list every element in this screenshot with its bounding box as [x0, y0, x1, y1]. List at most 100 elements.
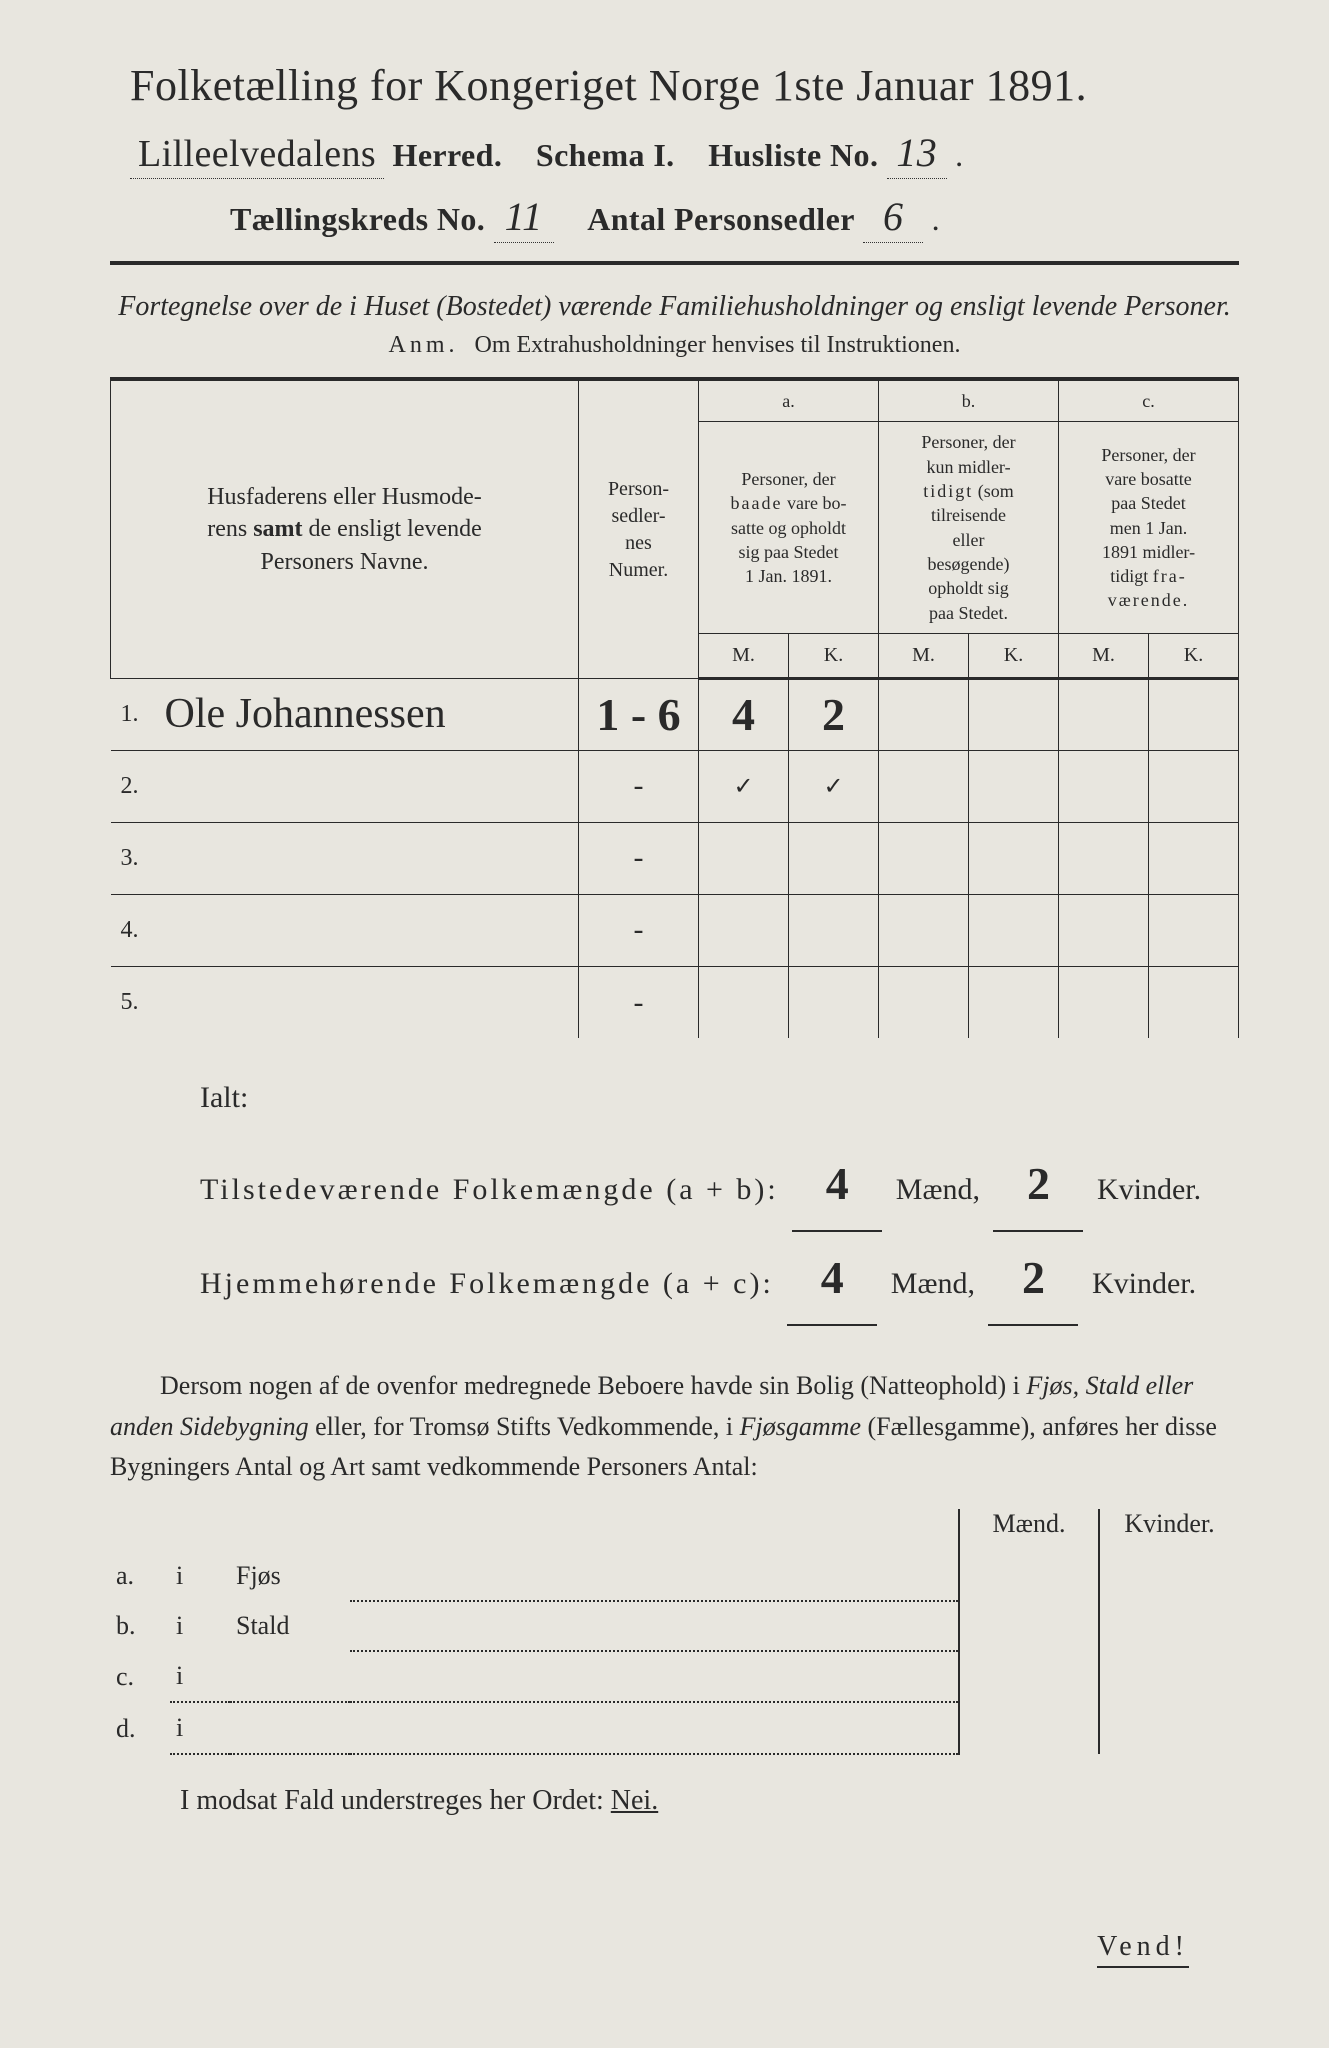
row-num: 5. — [111, 966, 151, 1038]
personsedler-value: 6 — [863, 193, 923, 243]
side-maend-header: Mænd. — [959, 1509, 1099, 1551]
side-row: d. i — [110, 1702, 1239, 1754]
row-b-k — [969, 750, 1059, 822]
header-line-2: Tællingskreds No. 11 Antal Personsedler … — [110, 193, 1239, 243]
col-b-m: M. — [879, 633, 969, 678]
col-name-header: Husfaderens eller Husmode-rens samt de e… — [111, 379, 579, 678]
row-name — [151, 894, 579, 966]
row-num: 4. — [111, 894, 151, 966]
table-row: 4. - — [111, 894, 1239, 966]
row-c-k — [1149, 966, 1239, 1038]
kvinder-label: Kvinder. — [1092, 1267, 1196, 1300]
totals-block: Ialt: Tilstedeværende Folkemængde (a + b… — [200, 1068, 1239, 1326]
side-row-dots — [350, 1551, 959, 1601]
row-num: 2. — [111, 750, 151, 822]
herred-label: Herred. — [393, 137, 503, 173]
anm-text: Om Extrahusholdninger henvises til Instr… — [475, 332, 961, 358]
side-row-dots — [350, 1601, 959, 1651]
side-row-kind: Stald — [230, 1601, 350, 1651]
anm-line: Anm. Om Extrahusholdninger henvises til … — [110, 332, 1239, 359]
row-name — [151, 822, 579, 894]
row-a-k: ✓ — [789, 750, 879, 822]
side-row-kind: Fjøs — [230, 1551, 350, 1601]
row-b-k — [969, 966, 1059, 1038]
totals-l1-k: 2 — [993, 1138, 1083, 1232]
row-b-m — [879, 750, 969, 822]
row-a-m: 4 — [699, 678, 789, 750]
row-b-k — [969, 822, 1059, 894]
row-b-k — [969, 678, 1059, 750]
row-c-k — [1149, 894, 1239, 966]
nei-pre: I modsat Fald understreges her Ordet: — [180, 1785, 611, 1816]
divider — [110, 261, 1239, 265]
side-row-kind — [230, 1702, 350, 1754]
row-psnum: 1 - 6 — [579, 678, 699, 750]
row-psnum: - — [579, 822, 699, 894]
totals-l1-m: 4 — [792, 1138, 882, 1232]
side-row-m — [959, 1551, 1099, 1601]
side-row-k — [1099, 1551, 1239, 1601]
col-num-header: Person-sedler-nesNumer. — [579, 379, 699, 678]
row-c-k — [1149, 822, 1239, 894]
table-row: 2. - ✓ ✓ — [111, 750, 1239, 822]
row-b-m — [879, 894, 969, 966]
table-row: 3. - — [111, 822, 1239, 894]
row-b-k — [969, 894, 1059, 966]
maend-label: Mænd, — [891, 1267, 975, 1300]
table-body: 1. Ole Johannessen 1 - 6 4 2 2. - ✓ ✓ — [111, 678, 1239, 1038]
row-a-k — [789, 822, 879, 894]
page-title: Folketælling for Kongeriget Norge 1ste J… — [110, 60, 1239, 111]
side-row-k — [1099, 1651, 1239, 1702]
row-psnum: - — [579, 894, 699, 966]
col-b-k: K. — [969, 633, 1059, 678]
col-c-text: Personer, dervare bosattepaa Stedetmen 1… — [1059, 422, 1239, 633]
table-row: 1. Ole Johannessen 1 - 6 4 2 — [111, 678, 1239, 750]
maend-label: Mænd, — [896, 1173, 980, 1206]
col-b-label: b. — [879, 379, 1059, 422]
side-row-lab: c. — [110, 1651, 170, 1702]
side-row-lab: d. — [110, 1702, 170, 1754]
row-c-m — [1059, 966, 1149, 1038]
row-a-k — [789, 894, 879, 966]
totals-l2-label: Hjemmehørende Folkemængde (a + c): — [200, 1267, 774, 1300]
side-row-dots — [350, 1651, 959, 1702]
row-c-k — [1149, 750, 1239, 822]
row-name — [151, 966, 579, 1038]
kvinder-label: Kvinder. — [1097, 1173, 1201, 1206]
schema-label: Schema I. — [536, 137, 675, 173]
row-psnum: - — [579, 966, 699, 1038]
header-line-1: Lilleelvedalens Herred. Schema I. Huslis… — [110, 129, 1239, 179]
side-row-k — [1099, 1601, 1239, 1651]
side-row-dots — [350, 1702, 959, 1754]
husliste-value: 13 — [887, 129, 947, 179]
row-num: 3. — [111, 822, 151, 894]
row-psnum: - — [579, 750, 699, 822]
side-building-paragraph: Dersom nogen af de ovenfor medregnede Be… — [110, 1366, 1239, 1487]
household-table: Husfaderens eller Husmode-rens samt de e… — [110, 377, 1239, 1038]
row-b-m — [879, 966, 969, 1038]
side-row-kind — [230, 1651, 350, 1702]
col-a-k: K. — [789, 633, 879, 678]
nei-line: I modsat Fald understreges her Ordet: Ne… — [110, 1785, 1239, 1817]
row-num: 1. — [111, 678, 151, 750]
herred-field: Lilleelvedalens — [130, 132, 384, 179]
side-row-i: i — [170, 1651, 230, 1702]
row-name: Ole Johannessen — [151, 678, 579, 750]
nei-word: Nei. — [611, 1785, 658, 1816]
totals-line-2: Hjemmehørende Folkemængde (a + c): 4 Mæn… — [200, 1232, 1239, 1326]
side-row-m — [959, 1601, 1099, 1651]
side-row-m — [959, 1651, 1099, 1702]
side-row-i: i — [170, 1702, 230, 1754]
row-a-m — [699, 822, 789, 894]
side-row-lab: b. — [110, 1601, 170, 1651]
table-row: 5. - — [111, 966, 1239, 1038]
side-row-k — [1099, 1702, 1239, 1754]
row-a-m: ✓ — [699, 750, 789, 822]
row-a-k: 2 — [789, 678, 879, 750]
side-building-table: Mænd. Kvinder. a. i Fjøs b. i Stald c. i — [110, 1509, 1239, 1755]
totals-l2-k: 2 — [988, 1232, 1078, 1326]
col-a-m: M. — [699, 633, 789, 678]
row-c-m — [1059, 678, 1149, 750]
totals-line-1: Tilstedeværende Folkemængde (a + b): 4 M… — [200, 1138, 1239, 1232]
col-c-m: M. — [1059, 633, 1149, 678]
